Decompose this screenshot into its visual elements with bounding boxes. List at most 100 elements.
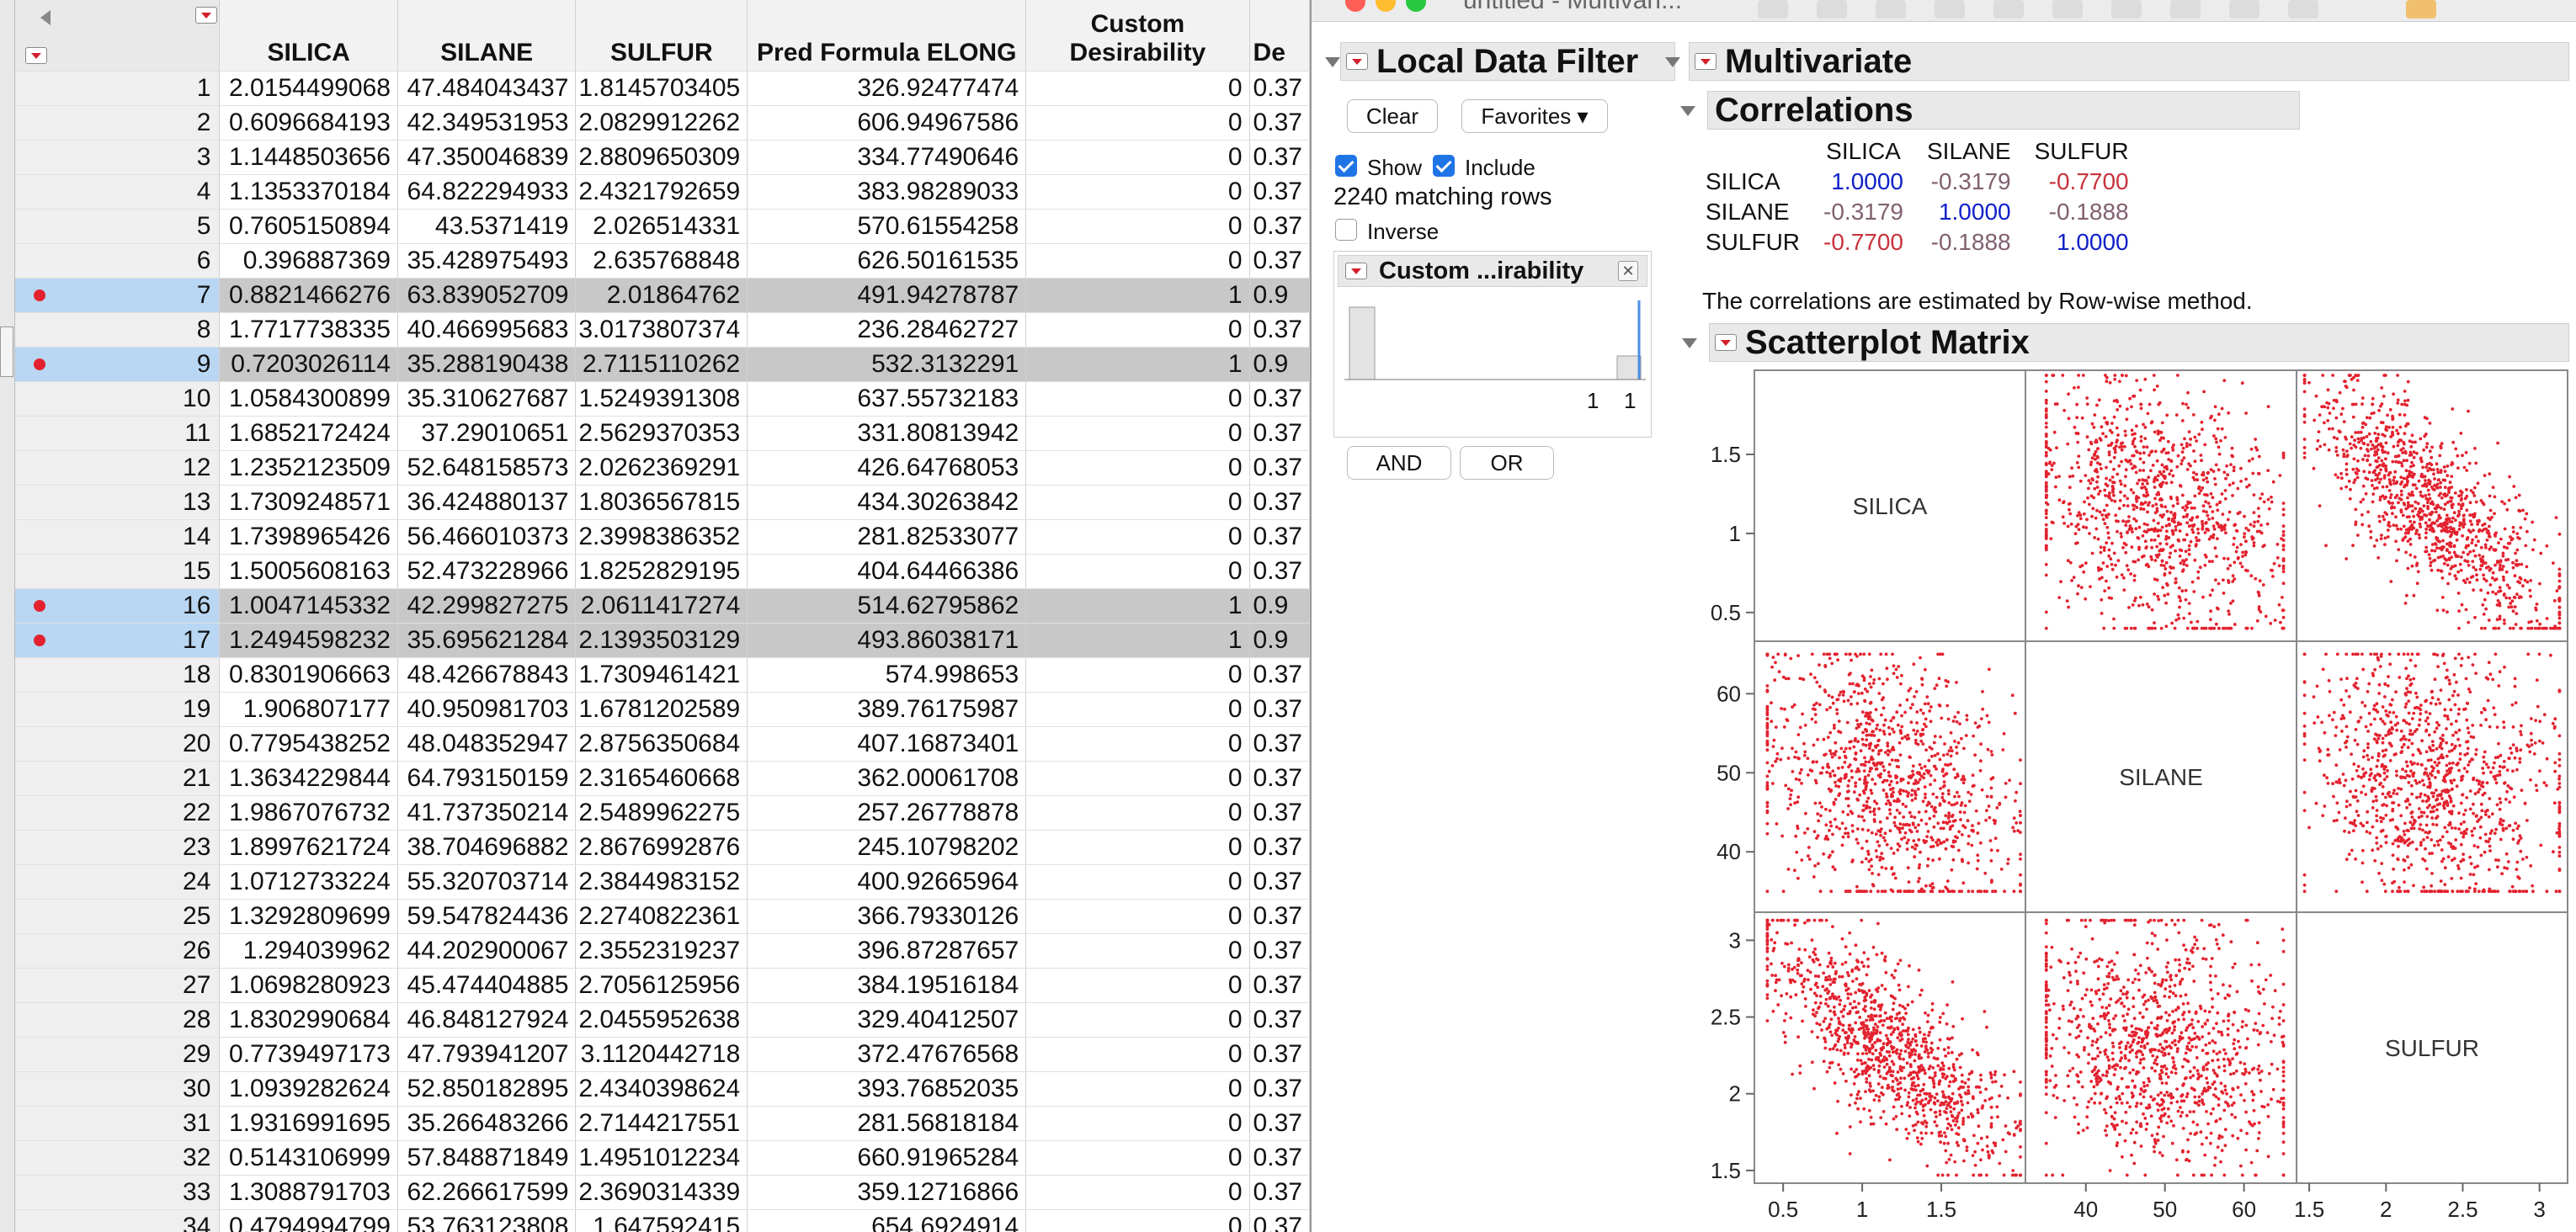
cell-de[interactable]: 0.37: [1249, 1002, 1310, 1038]
cell-custom-desirability[interactable]: 0: [1025, 312, 1250, 348]
multivariate-menu-icon[interactable]: [1695, 53, 1716, 70]
table-row[interactable]: 31 1.9316991695 35.266483266 2.7144217551 28…: [15, 1106, 1310, 1141]
cell-pred-elong[interactable]: 626.50161535: [747, 243, 1027, 279]
cell-pred-elong[interactable]: 574.998653: [747, 657, 1027, 693]
row-number[interactable]: 3: [15, 140, 221, 175]
include-checkbox[interactable]: [1433, 155, 1455, 177]
table-row[interactable]: 34 0.4794994799 53.763123808 1.647592415 654…: [15, 1209, 1310, 1232]
cell-custom-desirability[interactable]: 0: [1025, 140, 1250, 175]
column-header-silica[interactable]: SILICA: [219, 0, 398, 72]
cell-silane[interactable]: 64.822294933: [397, 174, 577, 210]
cell-sulfur[interactable]: 2.01864762: [575, 278, 748, 313]
row-number[interactable]: 5: [15, 209, 221, 244]
table-row[interactable]: 13 1.7309248571 36.424880137 1.8036567815 43…: [15, 485, 1310, 520]
cell-de[interactable]: 0.37: [1249, 519, 1310, 555]
row-number[interactable]: 28: [15, 1002, 221, 1038]
cell-pred-elong[interactable]: 281.82533077: [747, 519, 1027, 555]
cell-custom-desirability[interactable]: 0: [1025, 899, 1250, 934]
table-row[interactable]: 30 1.0939282624 52.850182895 2.4340398624 39…: [15, 1071, 1310, 1107]
cell-silica[interactable]: 1.0698280923: [219, 968, 398, 1003]
row-number[interactable]: 24: [15, 864, 221, 900]
cell-silane[interactable]: 42.299827275: [397, 588, 577, 624]
cell-custom-desirability[interactable]: 0: [1025, 450, 1250, 486]
cell-silane[interactable]: 62.266617599: [397, 1175, 577, 1210]
row-number[interactable]: 23: [15, 830, 221, 865]
collapse-left-icon[interactable]: [40, 10, 51, 25]
table-row[interactable]: 18 0.8301906663 48.426678843 1.7309461421 57…: [15, 657, 1310, 693]
cell-custom-desirability[interactable]: 0: [1025, 1106, 1250, 1141]
cell-de[interactable]: 0.37: [1249, 105, 1310, 141]
cell-silica[interactable]: 1.3634229844: [219, 761, 398, 796]
cell-silane[interactable]: 35.288190438: [397, 347, 577, 382]
cell-pred-elong[interactable]: 404.64466386: [747, 554, 1027, 589]
cell-silica[interactable]: 0.7203026114: [219, 347, 398, 382]
cell-pred-elong[interactable]: 257.26778878: [747, 795, 1027, 831]
table-row[interactable]: 26 1.294039962 44.202900067 2.3552319237 396…: [15, 933, 1310, 969]
pen-tool-icon[interactable]: [2288, 0, 2318, 19]
cell-sulfur[interactable]: 2.4321792659: [575, 174, 748, 210]
cell-custom-desirability[interactable]: 1: [1025, 278, 1250, 313]
jmp-home-icon[interactable]: [2406, 0, 2436, 19]
cell-de[interactable]: 0.37: [1249, 692, 1310, 727]
filter-histogram[interactable]: [1334, 295, 1653, 396]
cell-pred-elong[interactable]: 236.28462727: [747, 312, 1027, 348]
remove-filter-icon[interactable]: ✕: [1618, 261, 1638, 281]
cell-sulfur[interactable]: 2.0829912262: [575, 105, 748, 141]
window-titlebar[interactable]: untitled - Multivari...: [1312, 0, 2576, 22]
row-number[interactable]: 17: [15, 623, 221, 658]
cell-silane[interactable]: 47.350046839: [397, 140, 577, 175]
cell-silane[interactable]: 35.428975493: [397, 243, 577, 279]
cell-silane[interactable]: 52.648158573: [397, 450, 577, 486]
column-header-de[interactable]: De: [1249, 0, 1310, 72]
crosshair-tool-icon[interactable]: [2111, 0, 2142, 19]
table-row[interactable]: 7 0.8821466276 63.839052709 2.01864762 491.9…: [15, 278, 1310, 313]
cell-pred-elong[interactable]: 493.86038171: [747, 623, 1027, 658]
cell-de[interactable]: 0.37: [1249, 864, 1310, 900]
cell-sulfur[interactable]: 2.5629370353: [575, 416, 748, 451]
cell-pred-elong[interactable]: 359.12716866: [747, 1175, 1027, 1210]
row-number[interactable]: 13: [15, 485, 221, 520]
cell-silica[interactable]: 1.906807177: [219, 692, 398, 727]
row-number[interactable]: 4: [15, 174, 221, 210]
table-row[interactable]: 1 2.0154499068 47.484043437 1.8145703405 326…: [15, 71, 1310, 106]
line-tool-icon[interactable]: [2170, 0, 2201, 19]
multivariate-disclosure-icon[interactable]: [1665, 57, 1680, 67]
table-row[interactable]: 25 1.3292809699 59.547824436 2.2740822361 36…: [15, 899, 1310, 934]
scatterplot-matrix[interactable]: SILICASILANESULFUR0.511.54050601.522.530…: [1680, 362, 2576, 1232]
cell-de[interactable]: 0.37: [1249, 450, 1310, 486]
table-row[interactable]: 6 0.396887369 35.428975493 2.635768848 626.5…: [15, 243, 1310, 279]
cell-sulfur[interactable]: 2.2740822361: [575, 899, 748, 934]
correlations-header[interactable]: Correlations: [1707, 91, 2300, 130]
row-number[interactable]: 18: [15, 657, 221, 693]
cell-sulfur[interactable]: 2.8676992876: [575, 830, 748, 865]
cell-pred-elong[interactable]: 326.92477474: [747, 71, 1027, 106]
column-header-pred-formula-elong[interactable]: Pred Formula ELONG: [747, 0, 1027, 72]
table-row[interactable]: 27 1.0698280923 45.474404885 2.7056125956 38…: [15, 968, 1310, 1003]
table-row[interactable]: 10 1.0584300899 35.310627687 1.5249391308 63…: [15, 381, 1310, 417]
data-table-pane[interactable]: SILICA SILANE SULFUR Pred Formula ELONG …: [0, 0, 1310, 1232]
cell-sulfur[interactable]: 2.3690314339: [575, 1175, 748, 1210]
cell-silica[interactable]: 1.6852172424: [219, 416, 398, 451]
cell-custom-desirability[interactable]: 0: [1025, 1140, 1250, 1176]
cell-silica[interactable]: 0.4794994799: [219, 1209, 398, 1232]
rows-menu-icon[interactable]: [25, 47, 47, 64]
table-row[interactable]: 28 1.8302990684 46.848127924 2.0455952638 32…: [15, 1002, 1310, 1038]
row-number[interactable]: 1: [15, 71, 221, 106]
help-tool-icon[interactable]: [1817, 0, 1847, 19]
cell-de[interactable]: 0.37: [1249, 795, 1310, 831]
cell-pred-elong[interactable]: 331.80813942: [747, 416, 1027, 451]
cell-custom-desirability[interactable]: 0: [1025, 933, 1250, 969]
row-number[interactable]: 11: [15, 416, 221, 451]
filter-column-menu-icon[interactable]: [1345, 263, 1367, 279]
cell-custom-desirability[interactable]: 0: [1025, 105, 1250, 141]
cell-custom-desirability[interactable]: 0: [1025, 71, 1250, 106]
cell-pred-elong[interactable]: 514.62795862: [747, 588, 1027, 624]
cell-sulfur[interactable]: 2.4340398624: [575, 1071, 748, 1107]
cell-custom-desirability[interactable]: 0: [1025, 830, 1250, 865]
cell-silica[interactable]: 1.0584300899: [219, 381, 398, 417]
row-number[interactable]: 34: [15, 1209, 221, 1232]
filter-column-header[interactable]: Custom ...irability ✕: [1338, 255, 1647, 287]
cell-pred-elong[interactable]: 372.47676568: [747, 1037, 1027, 1072]
column-header-sulfur[interactable]: SULFUR: [575, 0, 748, 72]
table-row[interactable]: 29 0.7739497173 47.793941207 3.1120442718 37…: [15, 1037, 1310, 1072]
